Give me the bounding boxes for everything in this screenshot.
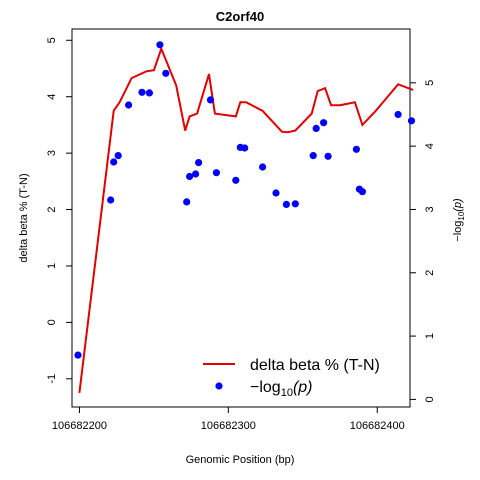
y-axis-label-right: −log10(p)	[452, 198, 466, 242]
data-point-20	[282, 200, 290, 208]
left-tick-label-2: 1	[46, 263, 58, 269]
y-axis-label-right-p: (p)	[452, 198, 464, 212]
y-axis-label-right-log: −log	[452, 221, 464, 242]
data-point-9	[183, 198, 191, 206]
legend-point-label-p: (p)	[293, 379, 313, 396]
data-point-1	[107, 196, 115, 204]
data-point-10	[186, 172, 194, 181]
left-tick-label-6: 5	[46, 37, 58, 43]
right-tick-label-3: 3	[424, 206, 436, 212]
plot-frame	[71, 28, 411, 408]
data-point-11	[192, 170, 200, 178]
right-tick-label-5: 5	[424, 80, 436, 86]
x-tick-label-1: 106682300	[201, 420, 256, 432]
data-point-21	[291, 200, 299, 208]
data-point-28	[358, 188, 366, 196]
data-point-26	[352, 145, 360, 153]
data-point-6	[145, 89, 153, 97]
legend-line-label: delta beta % (T-N)	[250, 357, 380, 374]
legend-point-label-log: −log	[250, 379, 281, 396]
left-tick-label-1: 0	[46, 319, 58, 325]
left-tick-label-3: 2	[46, 206, 58, 212]
right-tick-label-0: 0	[424, 396, 436, 402]
data-point-30	[407, 117, 416, 125]
legend-point-swatch	[215, 382, 223, 390]
left-tick-label-0: -1	[46, 374, 58, 384]
data-point-12	[195, 159, 203, 167]
data-point-5	[138, 88, 146, 96]
right-axis: 0 1 2 3 4 5	[410, 80, 436, 402]
chart-title: C2orf40	[216, 9, 264, 24]
right-tick-label-1: 1	[424, 333, 436, 339]
data-point-18	[259, 163, 267, 171]
y-axis-label-right-sub: 10	[457, 211, 466, 220]
left-tick-label-5: 4	[46, 94, 58, 100]
left-axis: -1 0 1 2 3 4 5	[46, 37, 72, 384]
legend-point-label-sub: 10	[281, 387, 293, 399]
data-point-24	[320, 119, 328, 127]
data-point-17	[241, 144, 249, 152]
series-layer	[74, 41, 416, 394]
data-point-25	[324, 152, 332, 160]
y-axis-label-left: delta beta % (T-N)	[18, 173, 30, 262]
bottom-axis: 106682200 106682300 106682400	[52, 407, 405, 432]
x-axis-label: Genomic Position (bp)	[186, 454, 295, 466]
series-line-delta-beta	[78, 45, 414, 394]
data-point-2	[110, 158, 118, 166]
data-point-8	[162, 69, 170, 77]
data-point-22	[309, 152, 317, 160]
data-point-13	[206, 96, 215, 104]
data-point-7	[156, 41, 164, 49]
right-tick-label-4: 4	[424, 143, 436, 149]
x-tick-label-0: 106682200	[52, 420, 107, 432]
data-point-14	[212, 169, 220, 177]
data-point-23	[312, 124, 320, 132]
data-point-0	[74, 351, 82, 359]
left-tick-label-4: 3	[46, 150, 58, 156]
data-point-4	[125, 101, 133, 109]
data-point-15	[232, 176, 240, 184]
legend-point-label: −log10(p)	[250, 379, 313, 399]
data-point-29	[394, 110, 402, 119]
legend: delta beta % (T-N) −log10(p)	[203, 357, 380, 399]
right-tick-label-2: 2	[424, 270, 436, 276]
data-point-3	[114, 152, 122, 160]
x-tick-label-2: 106682400	[350, 420, 405, 432]
data-point-19	[272, 189, 280, 197]
